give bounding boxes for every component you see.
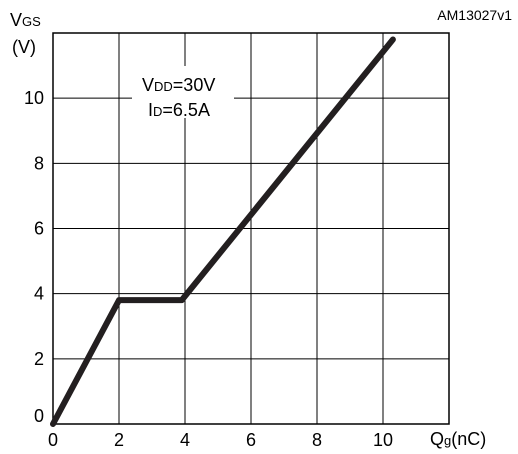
x-tick-label: 0	[48, 430, 58, 450]
y-tick-label: 0	[34, 406, 44, 426]
annotation-background	[132, 66, 234, 118]
y-axis-title: VGS	[10, 10, 41, 30]
y-tick-label: 4	[34, 284, 44, 304]
series-group	[50, 36, 396, 427]
y-axis-unit: (V)	[12, 37, 36, 57]
y-tick-label: 8	[34, 153, 44, 173]
y-tick-label: 10	[24, 88, 44, 108]
x-tick-labels: 0 2 4 6 8 10	[48, 430, 393, 450]
x-axis-title: Qg(nC)	[430, 429, 486, 449]
annotation-vdd: VDD=30V	[142, 75, 215, 95]
x-tick-label: 8	[312, 430, 322, 450]
x-tick-label: 4	[180, 430, 190, 450]
x-tick-label: 10	[373, 430, 393, 450]
y-tick-label: 6	[34, 219, 44, 239]
y-tick-labels: 0 2 4 6 8 10	[24, 88, 44, 426]
figure-reference: AM13027v1	[437, 7, 512, 23]
plot-frame	[52, 32, 450, 425]
vgs-series-line	[50, 36, 396, 427]
x-tick-label: 6	[246, 430, 256, 450]
grid-lines	[53, 33, 449, 424]
x-tick-label: 2	[114, 430, 124, 450]
y-tick-label: 2	[34, 349, 44, 369]
annotation-id: ID=6.5A	[148, 100, 210, 120]
